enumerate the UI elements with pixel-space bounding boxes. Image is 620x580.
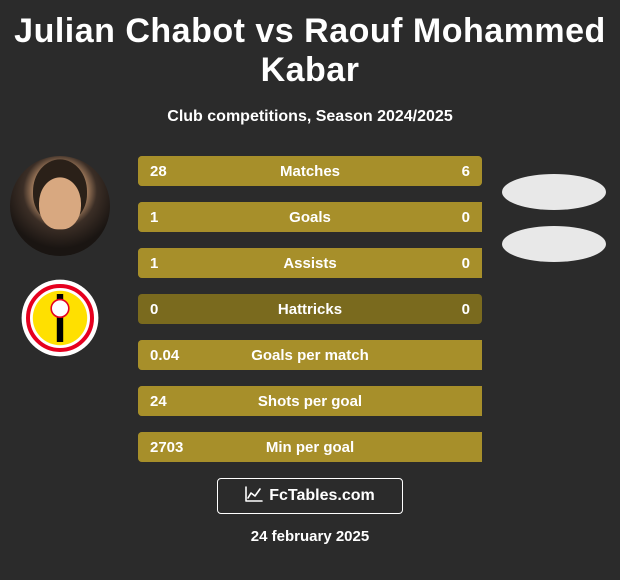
stat-bars: 28Matches61Goals01Assists00Hattricks00.0… — [138, 156, 482, 462]
footer-timestamp: 24 february 2025 — [0, 528, 620, 545]
stat-label: Shots per goal — [138, 393, 482, 410]
stat-value-right: 0 — [462, 255, 470, 272]
club-badge-right-placeholder — [502, 226, 606, 262]
player-photo-left — [10, 156, 110, 256]
stat-row: 0Hattricks0 — [138, 294, 482, 324]
left-player-column — [10, 156, 110, 358]
stat-label: Goals — [138, 209, 482, 226]
stat-row: 2703Min per goal — [138, 432, 482, 462]
page-title: Julian Chabot vs Raouf Mohammed Kabar — [0, 0, 620, 90]
player-photo-right-placeholder — [502, 174, 606, 210]
comparison-content: 28Matches61Goals01Assists00Hattricks00.0… — [0, 156, 620, 462]
footer-site-name: FcTables.com — [269, 487, 375, 505]
stat-row: 28Matches6 — [138, 156, 482, 186]
stat-label: Assists — [138, 255, 482, 272]
stat-value-right: 0 — [462, 301, 470, 318]
stat-row: 0.04Goals per match — [138, 340, 482, 370]
stat-value-right: 6 — [462, 163, 470, 180]
stat-label: Goals per match — [138, 347, 482, 364]
stat-row: 1Assists0 — [138, 248, 482, 278]
stat-label: Matches — [138, 163, 482, 180]
stat-row: 24Shots per goal — [138, 386, 482, 416]
stat-value-right: 0 — [462, 209, 470, 226]
stat-label: Hattricks — [138, 301, 482, 318]
club-badge-left — [20, 278, 100, 358]
chart-icon — [245, 486, 263, 507]
stat-label: Min per goal — [138, 439, 482, 456]
footer-logo: FcTables.com — [217, 478, 403, 514]
page-subtitle: Club competitions, Season 2024/2025 — [0, 108, 620, 126]
right-player-column — [502, 174, 606, 278]
stat-row: 1Goals0 — [138, 202, 482, 232]
